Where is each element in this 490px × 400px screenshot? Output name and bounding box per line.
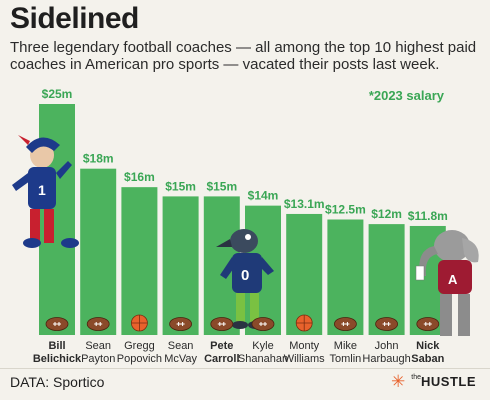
coach-name-label: Pete — [210, 340, 233, 352]
coach-name-label: Gregg — [124, 340, 155, 352]
page-subtitle: Three legendary football coaches — all a… — [10, 39, 477, 73]
brand-small: the — [411, 374, 421, 381]
bar-value-label: $12.5m — [325, 203, 366, 217]
football-icon — [86, 317, 110, 331]
football-icon — [169, 317, 193, 331]
bar-value-label: $25m — [42, 87, 73, 101]
bar — [162, 196, 199, 335]
coach-name-label: Shanahan — [238, 353, 288, 365]
data-source: DATA: Sportico — [10, 374, 105, 390]
coach-labels-layer: BillBelichickSeanPaytonGreggPopovichSean… — [33, 340, 445, 365]
coach-name-label: Kyle — [252, 340, 273, 352]
bar — [368, 224, 405, 335]
coach-name-label: Sean — [168, 340, 194, 352]
bar-value-label: $16m — [124, 170, 155, 184]
coach-name-label: Belichick — [33, 353, 82, 365]
bar-value-label: $13.1m — [284, 197, 325, 211]
coach-name-label: Payton — [81, 353, 115, 365]
page-title: Sidelined — [10, 2, 139, 35]
coach-name-label: Carroll — [204, 353, 239, 365]
football-icon — [251, 317, 275, 331]
bar — [327, 219, 364, 335]
seahawks-mascot-illustration: 0 — [216, 229, 274, 329]
bar — [121, 187, 158, 335]
basketball-icon — [130, 314, 148, 332]
bar-value-label: $18m — [83, 152, 114, 166]
football-icon — [333, 317, 357, 331]
svg-text:1: 1 — [38, 182, 46, 198]
footer-divider — [0, 368, 490, 369]
football-icon — [416, 317, 440, 331]
svg-text:A: A — [448, 272, 458, 287]
hubspot-sprocket-icon: ✳ — [391, 371, 406, 391]
bar — [80, 168, 117, 335]
football-icon — [210, 317, 234, 331]
coach-name-label: Popovich — [117, 353, 162, 365]
football-icon — [45, 317, 69, 331]
bar-value-label: $15m — [165, 179, 196, 193]
coach-name-label: McVay — [164, 353, 197, 365]
bar-value-label: $15m — [206, 179, 237, 193]
patriots-mascot-illustration: 1 — [12, 135, 79, 248]
coach-name-label: Nick — [416, 340, 440, 352]
salary-note: *2023 salary — [368, 88, 444, 103]
bar-value-label: $12m — [371, 207, 402, 221]
brand-logo: ✳ theHUSTLE — [391, 371, 476, 391]
sport-icons-layer — [45, 314, 440, 332]
bar-value-label: $14m — [248, 189, 279, 203]
coach-name-label: Bill — [48, 340, 65, 352]
basketball-icon — [295, 314, 313, 332]
coach-name-label: Harbaugh — [362, 353, 410, 365]
alabama-elephant-mascot-illustration: A — [415, 230, 479, 336]
coach-name-label: Tomlin — [330, 353, 362, 365]
coach-name-label: Saban — [411, 353, 444, 365]
brand-big: HUSTLE — [421, 374, 476, 389]
bar-value-label: $11.8m — [408, 209, 448, 223]
coach-name-label: Monty — [289, 340, 319, 352]
svg-text:0: 0 — [241, 267, 249, 284]
coach-name-label: Mike — [334, 340, 357, 352]
coach-name-label: Sean — [85, 340, 111, 352]
mascot-illustrations: 1 0 A — [12, 135, 479, 336]
coach-name-label: Williams — [284, 353, 325, 365]
coach-name-label: John — [375, 340, 399, 352]
football-icon — [375, 317, 399, 331]
